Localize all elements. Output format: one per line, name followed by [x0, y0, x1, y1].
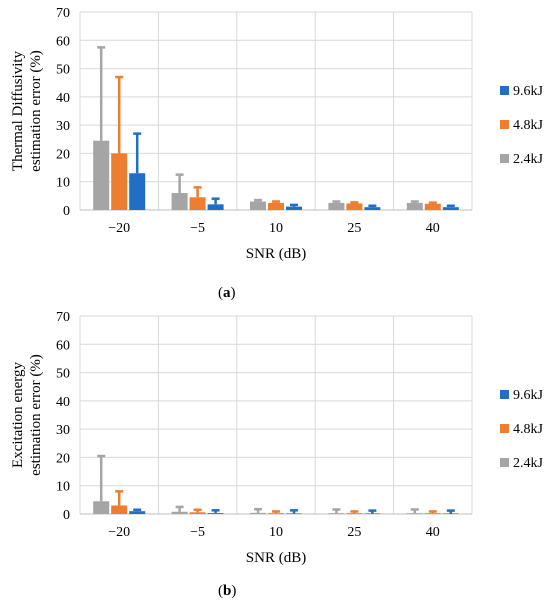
bar	[328, 202, 345, 210]
x-tick-label: 10	[269, 525, 283, 540]
x-tick-label: 25	[347, 525, 361, 540]
chart-b: 0 10 20 30 40 50 60 70 −20 −5 10 25 40 SNR (dB) Excita…	[10, 310, 544, 566]
chart-a: 0 10 20 30 40 50 60 70 −20 −5 10 25 40 SNR (dB) Therma…	[10, 6, 544, 262]
legend-label: 4.8kJ	[513, 118, 544, 133]
y-tick-label: 0	[63, 508, 70, 523]
caption-b: (b)	[218, 583, 236, 600]
bar	[129, 173, 146, 210]
legend-label: 4.8kJ	[513, 422, 544, 437]
legend-label: 9.6kJ	[513, 84, 544, 99]
bar	[250, 201, 266, 210]
x-tick-label: −20	[108, 525, 130, 540]
caption-b-letter: b	[223, 583, 232, 599]
bar	[286, 206, 302, 210]
caption-a-letter: a	[223, 285, 231, 301]
y-tick-label: 70	[56, 310, 70, 325]
bar	[424, 203, 441, 210]
x-tick-label: −5	[190, 221, 205, 236]
bar	[207, 204, 224, 210]
bar	[189, 512, 206, 514]
x-tick-label: 25	[347, 221, 361, 236]
bar	[442, 207, 459, 210]
y-tick-label: 40	[56, 395, 70, 410]
y-tick-label: 40	[56, 91, 70, 106]
x-tick-label: −5	[190, 525, 205, 540]
y-tick-label: 60	[56, 338, 70, 353]
caption-a: (a)	[218, 285, 236, 302]
bar	[250, 512, 266, 514]
bar	[346, 203, 363, 210]
y-tick-label: 20	[56, 451, 70, 466]
bar	[406, 202, 423, 210]
y-tick-label: 50	[56, 367, 70, 382]
bar	[207, 513, 224, 514]
legend-label: 9.6kJ	[513, 388, 544, 403]
y-axis-title-line1: Excitation energy	[10, 362, 26, 468]
bar	[111, 153, 128, 210]
y-tick-label: 10	[56, 480, 70, 495]
y-tick-label: 10	[56, 176, 70, 191]
bar	[268, 202, 284, 210]
caption-b-close: )	[231, 583, 237, 599]
legend-label: 2.4kJ	[513, 456, 544, 471]
bar	[364, 207, 381, 210]
y-axis-title-line1: Thermal Diffusivity	[10, 50, 26, 171]
x-tick-label: 40	[426, 221, 440, 236]
y-tick-label: 30	[56, 119, 70, 134]
bar	[93, 140, 110, 210]
legend-swatch	[500, 120, 509, 129]
bar	[268, 513, 284, 514]
bar	[171, 511, 188, 514]
legend-label: 2.4kJ	[513, 152, 544, 167]
y-tick-label: 60	[56, 34, 70, 49]
x-tick-label: 10	[269, 221, 283, 236]
y-tick-label: 30	[56, 423, 70, 438]
bar	[129, 511, 146, 514]
caption-a-open: (	[218, 285, 223, 301]
bar	[346, 513, 363, 514]
caption-a-close: )	[230, 285, 236, 301]
y-tick-label: 70	[56, 6, 70, 21]
y-axis-title-line2: estimation error (%)	[28, 354, 44, 476]
bar	[189, 197, 206, 210]
bar	[364, 513, 381, 514]
bar	[424, 513, 441, 514]
legend-swatch	[500, 424, 509, 433]
y-tick-label: 0	[63, 204, 70, 219]
bar	[111, 505, 128, 514]
x-tick-label: −20	[108, 221, 130, 236]
legend-swatch	[500, 390, 509, 399]
legend-swatch	[500, 86, 509, 95]
legend-swatch	[500, 458, 509, 467]
caption-b-open: (	[218, 583, 223, 599]
bar	[171, 193, 188, 210]
x-axis-title: SNR (dB)	[246, 550, 306, 566]
y-tick-label: 50	[56, 63, 70, 78]
bar	[442, 513, 459, 514]
bar	[93, 501, 110, 514]
x-tick-label: 40	[426, 525, 440, 540]
x-axis-title: SNR (dB)	[246, 246, 306, 262]
y-tick-label: 20	[56, 147, 70, 162]
bar	[286, 513, 302, 514]
bar	[328, 513, 345, 514]
y-axis-title-line2: estimation error (%)	[28, 50, 44, 172]
legend-swatch	[500, 154, 509, 163]
bar	[406, 513, 423, 514]
